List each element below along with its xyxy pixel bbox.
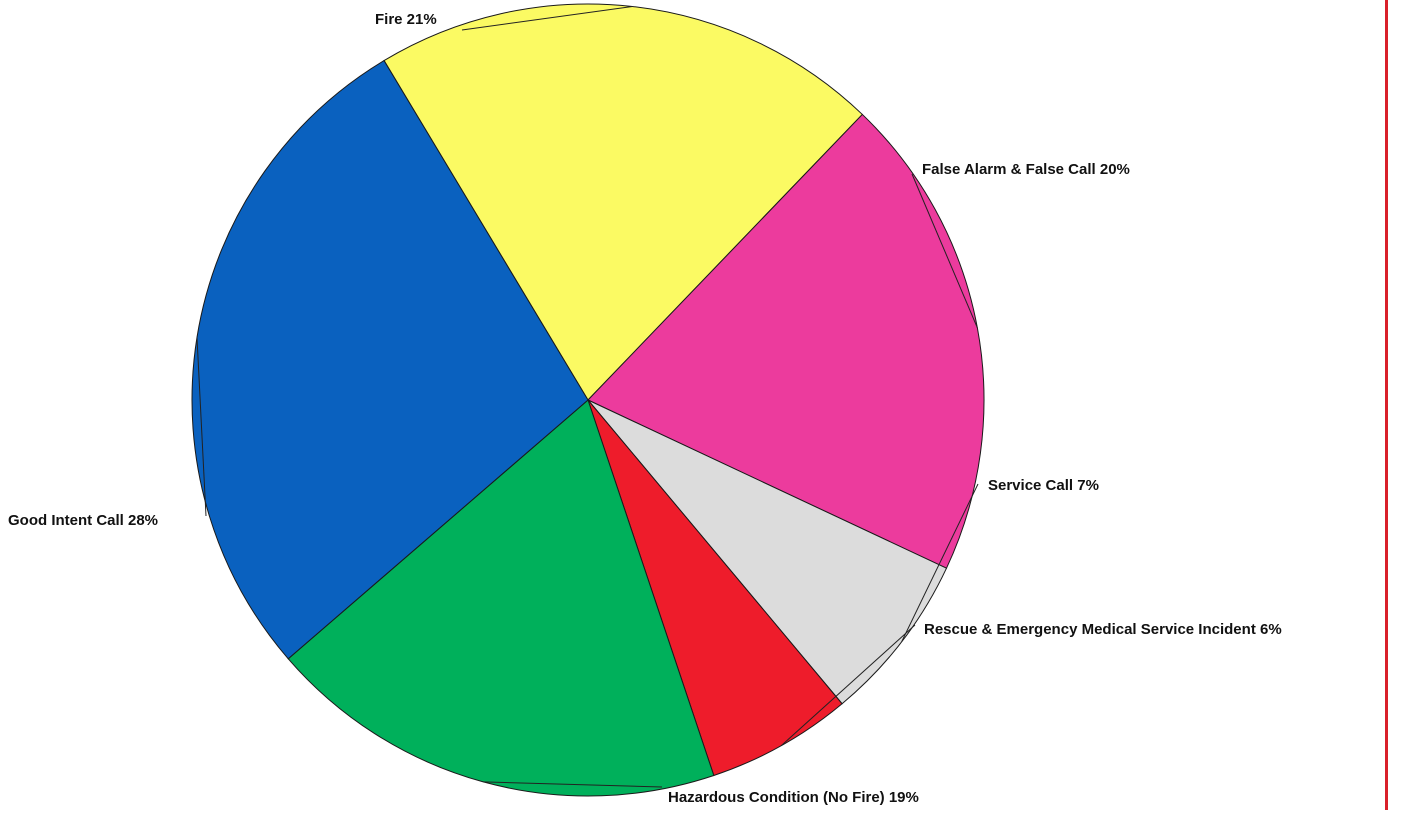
leader-line-hazardous-condition-no-fire — [483, 781, 663, 788]
leader-line-rescue-emergency-medical-service-incident — [780, 624, 916, 746]
slice-label-good-intent-call: Good Intent Call 28% — [8, 512, 158, 529]
leader-line-fire — [461, 5, 633, 31]
leader-line-false-alarm-false-call — [911, 173, 978, 328]
slice-label-false-alarm-false-call: False Alarm & False Call 20% — [922, 161, 1130, 178]
slice-label-fire: Fire 21% — [375, 11, 437, 28]
page-border-line — [1385, 0, 1388, 810]
leader-line-good-intent-call — [196, 337, 207, 517]
slice-label-service-call: Service Call 7% — [988, 477, 1099, 494]
slice-label-rescue-emergency-medical-service-incident: Rescue & Emergency Medical Service Incid… — [924, 621, 1282, 638]
leader-line-service-call — [901, 483, 979, 642]
slice-label-hazardous-condition-no-fire: Hazardous Condition (No Fire) 19% — [668, 789, 919, 806]
